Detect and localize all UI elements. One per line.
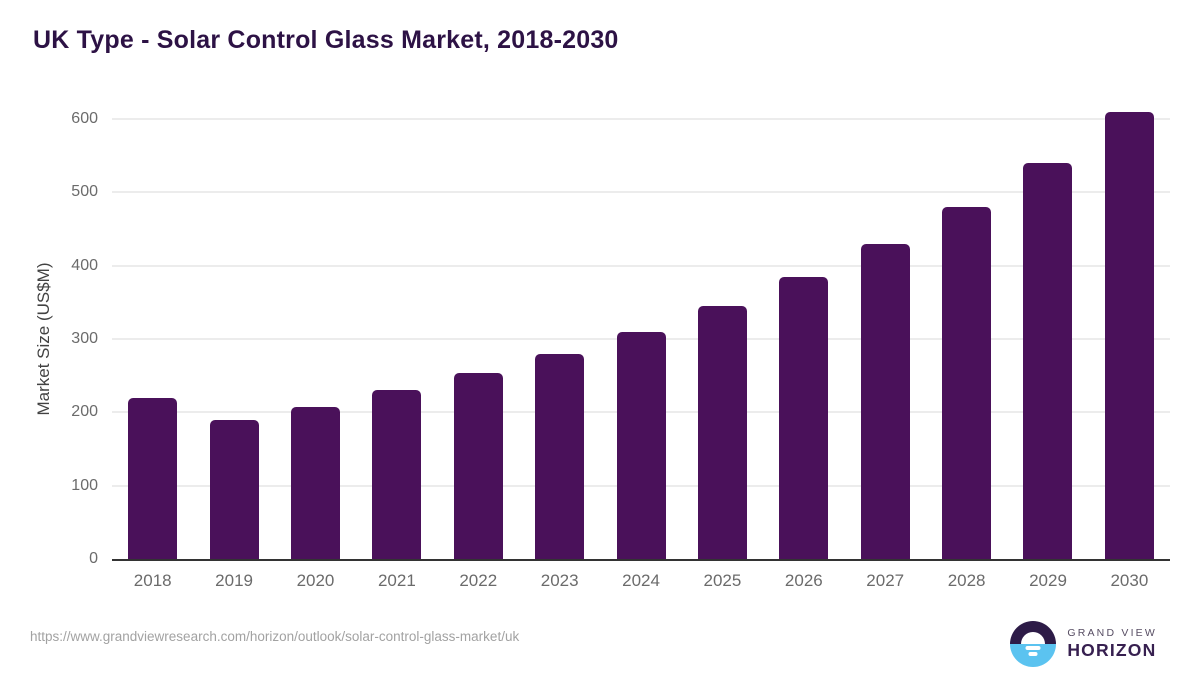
gridline (112, 118, 1170, 120)
bar-slot (763, 119, 844, 559)
source-url: https://www.grandviewresearch.com/horizo… (30, 629, 520, 644)
bar-slot (275, 119, 356, 559)
x-tick-label: 2027 (866, 571, 905, 590)
bar-slot (438, 119, 519, 559)
sun-reflection-line (1028, 652, 1038, 656)
bar-slot (519, 119, 600, 559)
bar-2029 (1023, 163, 1073, 559)
bar-2018 (128, 398, 178, 559)
x-tick-label: 2029 (1029, 571, 1067, 590)
x-tick-label: 2025 (703, 571, 742, 590)
bar-slot (356, 119, 437, 559)
bar-2023 (535, 354, 585, 559)
bar-slot (682, 119, 763, 559)
y-tick-label: 500 (71, 183, 98, 200)
bar-slot (600, 119, 681, 559)
bar-slot (112, 119, 193, 559)
x-tick-label: 2030 (1110, 571, 1149, 590)
gridline (112, 265, 1170, 267)
x-axis-labels: 2018 2019 2020 2021 2022 2023 2024 2025 2026 2027… (112, 571, 1170, 591)
x-tick-label: 2028 (947, 571, 986, 590)
x-tick-label: 2018 (133, 571, 172, 590)
sun-reflection-line (1025, 646, 1041, 650)
x-tick-label: 2026 (784, 571, 823, 590)
x-tick-label: 2020 (296, 571, 335, 590)
bar-2019 (209, 420, 259, 559)
bar-2024 (616, 332, 666, 559)
bar-slot (845, 119, 926, 559)
bar-slot (1007, 119, 1088, 559)
y-tick-label: 600 (71, 110, 98, 127)
x-tick-label: 2022 (459, 571, 498, 590)
bar-slot (193, 119, 274, 559)
chart-title: UK Type - Solar Control Glass Market, 20… (33, 26, 619, 54)
y-tick-label: 200 (71, 403, 98, 420)
y-tick-label: 100 (71, 477, 98, 494)
x-tick-label: 2024 (622, 571, 660, 590)
bar-slot (926, 119, 1007, 559)
bar-2028 (942, 207, 992, 559)
y-tick-label: 300 (71, 330, 98, 347)
bar-2022 (453, 373, 503, 559)
grand-view-horizon-logo: GRAND VIEW HORIZON (1010, 621, 1157, 667)
y-tick-label: 400 (71, 257, 98, 274)
horizon-sun-icon (1010, 621, 1057, 667)
logo-brand-top: GRAND VIEW (1067, 627, 1157, 639)
bar-slot (1089, 112, 1170, 559)
y-tick-label: 0 (89, 550, 98, 567)
bar-2025 (697, 306, 747, 559)
logo-brand-bottom: HORIZON (1067, 640, 1157, 660)
bars-row (112, 112, 1170, 559)
y-axis-title: Market Size (US$M) (34, 262, 53, 416)
bar-2030 (1104, 112, 1154, 559)
x-tick-label: 2023 (540, 571, 579, 590)
bar-2027 (860, 244, 910, 559)
bar-2026 (779, 277, 829, 559)
x-tick-label: 2019 (215, 571, 253, 590)
x-tick-label: 2021 (377, 571, 416, 590)
gridline (112, 191, 1170, 193)
plot-area: 0 100 200 300 400 500 600 (71, 110, 1170, 567)
bar-2020 (290, 407, 340, 559)
logo-text: GRAND VIEW HORIZON (1067, 627, 1157, 661)
sun-shape (1021, 632, 1046, 644)
bar-2021 (372, 390, 422, 559)
